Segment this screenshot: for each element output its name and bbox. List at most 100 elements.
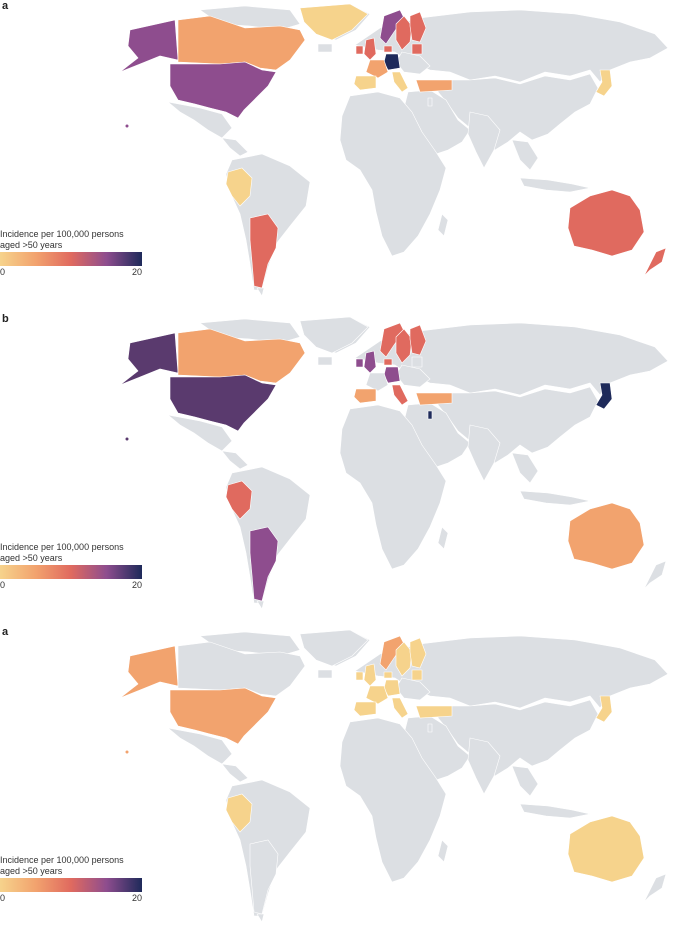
country-italy — [391, 71, 409, 93]
legend-max-label: 20 — [131, 267, 142, 277]
country-russia — [354, 9, 669, 83]
country-ireland — [355, 45, 364, 55]
country-japan — [595, 382, 613, 410]
country-antarctic-tip — [256, 600, 265, 610]
country-usa — [169, 374, 277, 432]
country-spain — [353, 75, 377, 91]
country-new-zealand — [643, 873, 667, 903]
country-uk — [363, 350, 377, 374]
country-peru — [225, 480, 253, 520]
country-france — [365, 372, 389, 392]
country-antarctic-tip — [256, 287, 265, 297]
legend-ticks: 0 20 — [0, 579, 142, 590]
country-africa — [339, 91, 447, 257]
country-madagascar — [437, 213, 449, 237]
country-sweden — [395, 328, 413, 364]
country-africa — [339, 717, 447, 883]
map-panel-2: b Incidence per 100,000 persons aged >50… — [0, 313, 675, 626]
country-russia — [354, 322, 669, 396]
country-antarctic-tip — [256, 913, 265, 923]
country-baltic — [411, 43, 423, 55]
country-peru — [225, 167, 253, 207]
country-se-asia — [511, 452, 539, 484]
country-iceland — [317, 669, 333, 679]
legend-color-bar — [0, 565, 142, 579]
country-japan — [595, 69, 613, 97]
country-india — [467, 424, 501, 482]
country-iceland — [317, 356, 333, 366]
country-turkey — [415, 705, 453, 719]
country-usa — [169, 687, 277, 745]
country-new-zealand — [643, 247, 667, 277]
country-uk — [363, 37, 377, 61]
country-spain — [353, 388, 377, 404]
country-usa — [169, 61, 277, 119]
country-ireland — [355, 358, 364, 368]
country-sweden — [395, 641, 413, 677]
country-denmark — [383, 358, 393, 366]
country-baltic — [411, 669, 423, 681]
country-turkey — [415, 392, 453, 406]
map-panel-1: a Incidence per 100,000 persons aged >50… — [0, 0, 675, 313]
legend-ticks: 0 20 — [0, 266, 142, 277]
legend-min-label: 0 — [0, 580, 6, 590]
country-italy — [391, 697, 409, 719]
legend-ticks: 0 20 — [0, 892, 142, 903]
country-israel — [427, 410, 433, 420]
legend: Incidence per 100,000 persons aged >50 y… — [0, 542, 150, 590]
legend-title-line2: aged >50 years — [0, 552, 63, 563]
country-turkey — [415, 79, 453, 93]
country-argentina — [249, 213, 279, 289]
country-finland — [409, 11, 427, 43]
country-australia — [567, 502, 645, 570]
country-alaska — [119, 332, 179, 386]
legend-min-label: 0 — [0, 267, 6, 277]
country-denmark — [383, 45, 393, 53]
legend-title-line1: Incidence per 100,000 persons — [0, 542, 124, 552]
country-argentina — [249, 839, 279, 915]
country-ireland — [355, 671, 364, 681]
country-india — [467, 111, 501, 169]
legend-min-label: 0 — [0, 893, 6, 903]
country-madagascar — [437, 839, 449, 863]
legend: Incidence per 100,000 persons aged >50 y… — [0, 855, 150, 903]
country-uk — [363, 663, 377, 687]
country-greenland — [299, 316, 369, 354]
country-se-asia — [511, 765, 539, 797]
country-new-zealand — [643, 560, 667, 590]
country-madagascar — [437, 526, 449, 550]
country-indonesia — [519, 490, 591, 506]
world-map — [119, 3, 669, 297]
country-central-am — [221, 763, 249, 783]
country-greenland — [299, 3, 369, 41]
country-finland — [409, 637, 427, 669]
country-israel — [427, 97, 433, 107]
country-peru — [225, 793, 253, 833]
legend-title-line1: Incidence per 100,000 persons — [0, 855, 124, 865]
country-france — [365, 685, 389, 705]
legend-title-line1: Incidence per 100,000 persons — [0, 229, 124, 239]
country-baltic — [411, 356, 423, 368]
country-japan — [595, 695, 613, 723]
country-norway — [379, 635, 405, 671]
map-panel-3: a Incidence per 100,000 persons aged >50… — [0, 626, 675, 939]
country-alaska — [119, 19, 179, 73]
panel-letter: a — [2, 0, 9, 12]
legend: Incidence per 100,000 persons aged >50 y… — [0, 229, 150, 277]
world-map — [119, 316, 669, 610]
country-norway — [379, 9, 405, 45]
country-indonesia — [519, 803, 591, 819]
country-italy — [391, 384, 409, 406]
legend-color-bar — [0, 878, 142, 892]
country-sweden — [395, 15, 413, 51]
legend-color-bar — [0, 252, 142, 266]
country-australia — [567, 815, 645, 883]
country-central-am — [221, 137, 249, 157]
country-hawaii — [125, 124, 129, 128]
legend-title-line2: aged >50 years — [0, 865, 63, 876]
country-africa — [339, 404, 447, 570]
country-iceland — [317, 43, 333, 53]
legend-title-line2: aged >50 years — [0, 239, 63, 250]
country-russia — [354, 635, 669, 709]
legend-max-label: 20 — [131, 893, 142, 903]
